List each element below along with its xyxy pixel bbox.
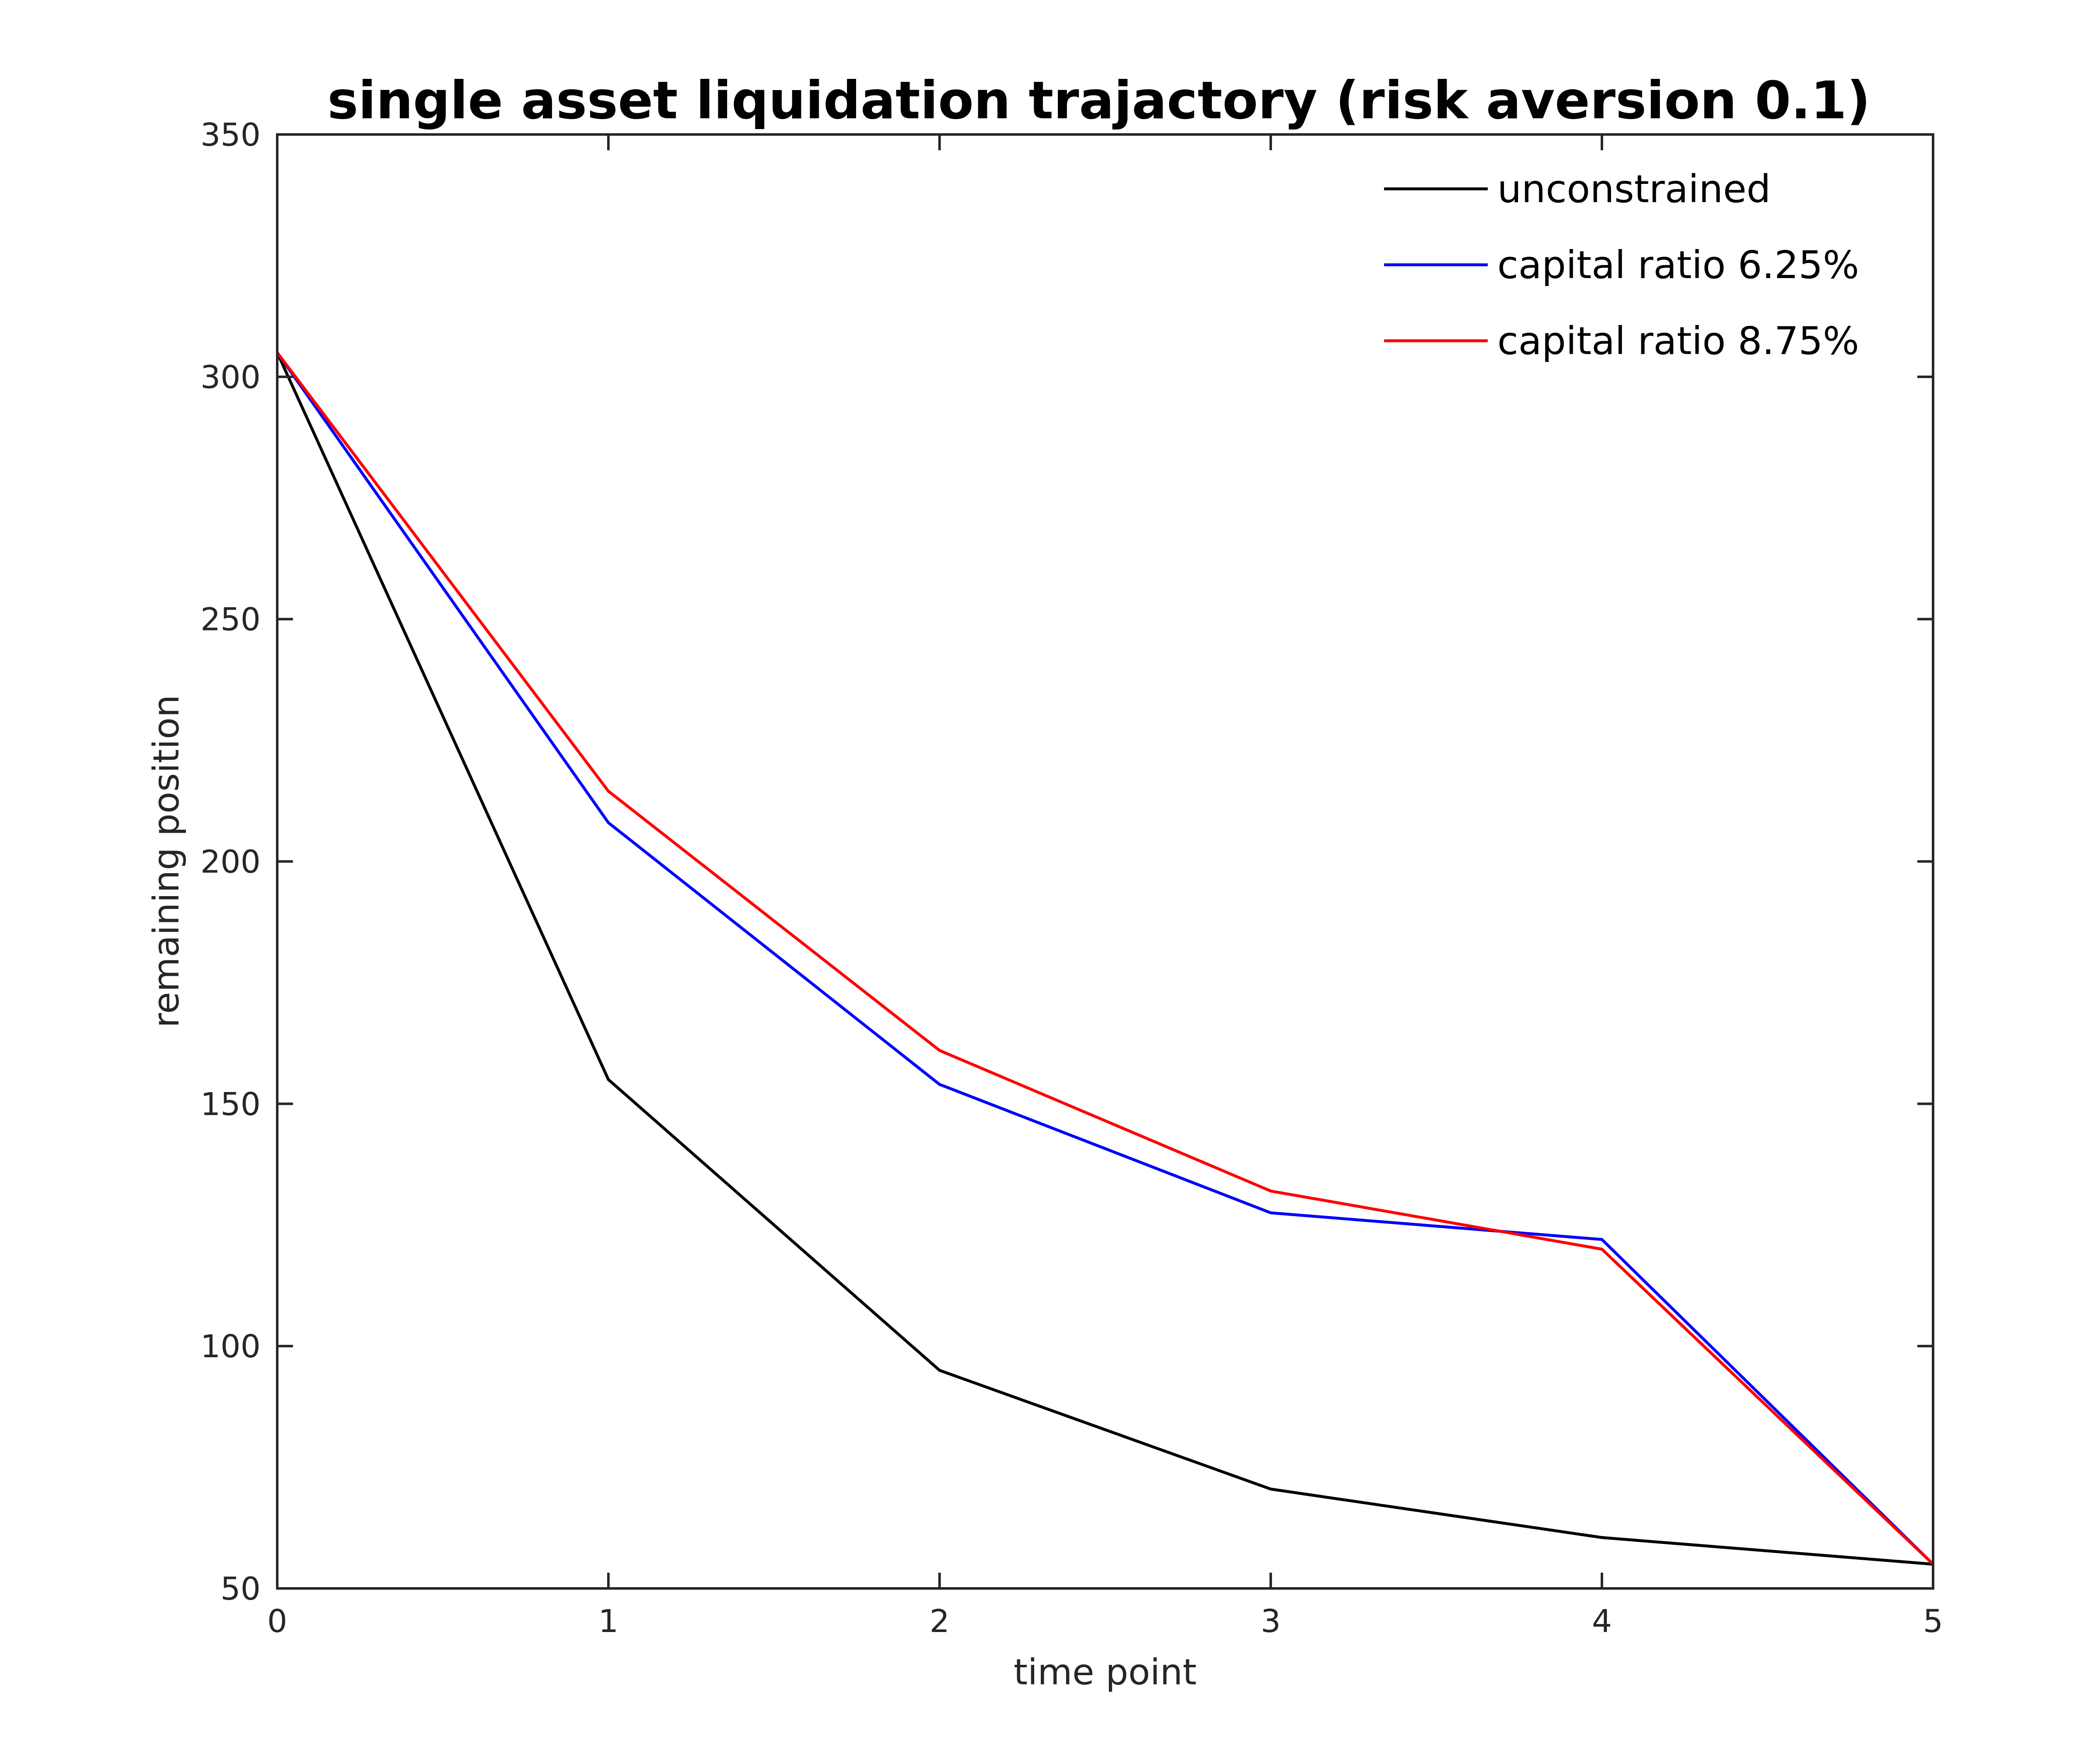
x-tick-label: 5 [1923,1603,1943,1639]
y-axis-label: remaining position [146,695,187,1028]
plot-area [277,134,1933,1588]
x-tick-label: 2 [930,1603,950,1639]
plot-background [277,134,1933,1588]
y-tick-label: 300 [200,359,261,396]
series-line-2 [276,352,1934,1566]
x-tick-label: 1 [598,1603,618,1639]
x-tick-label: 0 [267,1603,287,1639]
x-tick-label: 3 [1261,1603,1281,1639]
series-line-1 [276,352,1934,1566]
y-tick-label: 350 [200,116,261,153]
ticks-layer: 0 1 2 3 4 5 50 100 150 200 250 300 350 [200,116,1943,1639]
x-tick-label: 4 [1592,1603,1612,1639]
y-tick-label: 150 [200,1085,261,1122]
legend-label-1: capital ratio 6.25% [1497,243,1859,287]
y-tick-label: 50 [220,1570,261,1607]
series-line-0 [276,352,1933,1566]
x-axis-label: time point [1014,1652,1197,1693]
legend-label-2: capital ratio 8.75% [1497,319,1859,363]
y-tick-label: 100 [200,1328,261,1365]
series-layer [276,352,1934,1566]
y-tick-label: 200 [200,843,261,880]
y-tick-label: 250 [200,601,261,638]
chart-title: single asset liquidation trajactory (ris… [327,71,1870,131]
legend-label-0: unconstrained [1497,167,1771,211]
legend: unconstrained capital ratio 6.25% capital … [1384,167,1859,363]
